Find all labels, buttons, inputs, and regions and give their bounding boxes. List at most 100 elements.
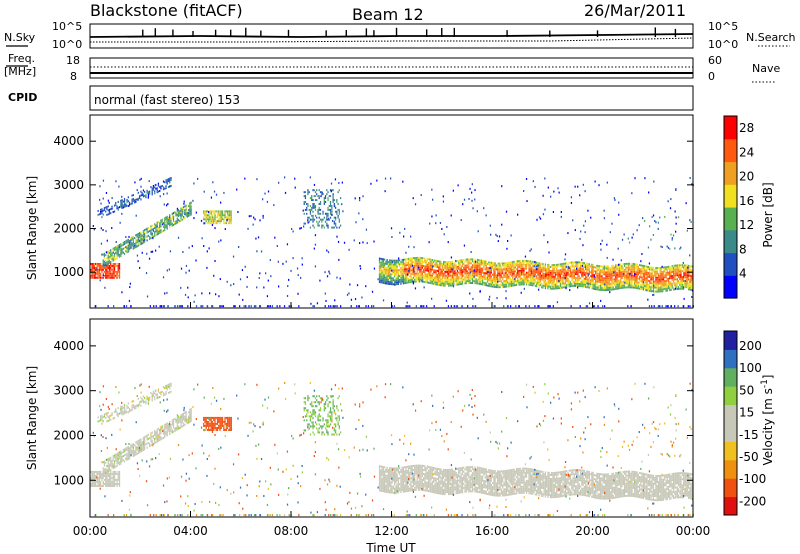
power-cell bbox=[136, 239, 138, 242]
power-cell bbox=[622, 263, 624, 266]
power-cell bbox=[615, 287, 617, 290]
velocity-cell bbox=[384, 484, 386, 487]
power-cell bbox=[608, 288, 611, 291]
power-cell bbox=[91, 274, 93, 277]
power-cell bbox=[162, 223, 164, 226]
power-cell bbox=[627, 274, 629, 277]
power-cell bbox=[155, 234, 157, 237]
power-cell bbox=[641, 276, 643, 279]
power-cell bbox=[537, 271, 539, 274]
power-cell bbox=[165, 181, 167, 184]
power-cell bbox=[656, 271, 658, 273]
power-cell bbox=[588, 286, 590, 289]
power-cell bbox=[102, 197, 104, 200]
power-cell bbox=[419, 280, 421, 283]
power-cell bbox=[527, 271, 529, 274]
power-cell bbox=[230, 222, 232, 225]
velocity-cell bbox=[390, 485, 392, 488]
power-cell bbox=[203, 245, 205, 247]
power-cell bbox=[607, 269, 609, 272]
power-cell bbox=[116, 205, 118, 208]
power-cell bbox=[569, 275, 572, 278]
power-cell bbox=[126, 204, 128, 207]
power-cell bbox=[246, 285, 248, 288]
power-cell bbox=[626, 280, 628, 283]
power-cell bbox=[489, 269, 491, 272]
power-cell bbox=[451, 262, 454, 265]
beam-title: Beam 12 bbox=[352, 5, 424, 24]
power-cell bbox=[119, 221, 121, 224]
power-cell bbox=[292, 257, 294, 260]
power-cell bbox=[176, 305, 179, 308]
velocity-cell bbox=[416, 472, 418, 475]
velocity-cell bbox=[390, 483, 392, 486]
power-cell bbox=[679, 276, 681, 279]
power-cell bbox=[453, 276, 455, 279]
power-cell bbox=[174, 223, 176, 226]
power-cell bbox=[162, 221, 165, 224]
power-cell bbox=[617, 287, 619, 290]
power-cell bbox=[224, 214, 226, 217]
power-cell bbox=[307, 221, 309, 224]
power-cell bbox=[132, 245, 134, 248]
power-cell bbox=[248, 305, 250, 308]
power-cell bbox=[476, 268, 479, 271]
power-cell bbox=[183, 208, 185, 211]
power-cell bbox=[165, 226, 167, 229]
velocity-cell bbox=[381, 479, 383, 482]
power-cell bbox=[494, 280, 496, 283]
power-cell bbox=[137, 199, 139, 201]
power-cell bbox=[435, 283, 437, 286]
power-cell bbox=[488, 269, 490, 272]
power-cell bbox=[216, 210, 219, 213]
power-cell bbox=[653, 305, 655, 308]
power-cell bbox=[552, 287, 554, 290]
power-cell bbox=[590, 216, 592, 219]
power-cell bbox=[211, 216, 214, 219]
power-cell bbox=[406, 262, 408, 265]
power-cell bbox=[595, 272, 597, 275]
nave-tick-top: 60 bbox=[708, 54, 722, 67]
power-cell bbox=[656, 280, 658, 283]
power-cell bbox=[407, 257, 410, 260]
power-cell bbox=[490, 281, 492, 284]
power-cell bbox=[612, 268, 614, 271]
power-cell bbox=[239, 278, 242, 281]
power-cell bbox=[211, 224, 214, 227]
colorbar-tick-label: 16 bbox=[739, 194, 754, 208]
power-cell bbox=[441, 270, 444, 273]
power-cell bbox=[471, 260, 474, 263]
power-cell bbox=[688, 270, 690, 273]
power-cell bbox=[318, 195, 320, 198]
power-cell bbox=[304, 208, 307, 211]
power-cell bbox=[644, 282, 646, 285]
power-cell bbox=[150, 227, 152, 230]
power-cell bbox=[394, 267, 396, 270]
power-cell bbox=[495, 264, 498, 267]
colorbar-segment bbox=[724, 184, 737, 208]
power-cell bbox=[547, 287, 549, 290]
velocity-cell bbox=[397, 483, 400, 486]
power-cell bbox=[674, 270, 676, 273]
power-cell bbox=[425, 273, 427, 276]
power-cell bbox=[642, 276, 645, 279]
power-cell bbox=[612, 264, 614, 267]
power-cell bbox=[507, 275, 509, 278]
power-cell bbox=[581, 267, 583, 270]
power-cell bbox=[115, 180, 117, 183]
power-cell bbox=[166, 225, 168, 228]
power-cell bbox=[642, 274, 645, 277]
power-cell bbox=[632, 276, 634, 279]
power-cell bbox=[107, 250, 109, 253]
power-cell bbox=[161, 220, 163, 223]
power-cell bbox=[487, 280, 489, 283]
power-cell bbox=[416, 270, 418, 273]
power-cell bbox=[547, 271, 549, 274]
power-cell bbox=[610, 275, 612, 277]
power-cell bbox=[465, 260, 467, 263]
power-cell bbox=[402, 264, 405, 267]
power-cell bbox=[218, 240, 220, 243]
power-cell bbox=[113, 276, 116, 279]
power-cell bbox=[164, 225, 166, 228]
power-cell bbox=[449, 278, 451, 281]
